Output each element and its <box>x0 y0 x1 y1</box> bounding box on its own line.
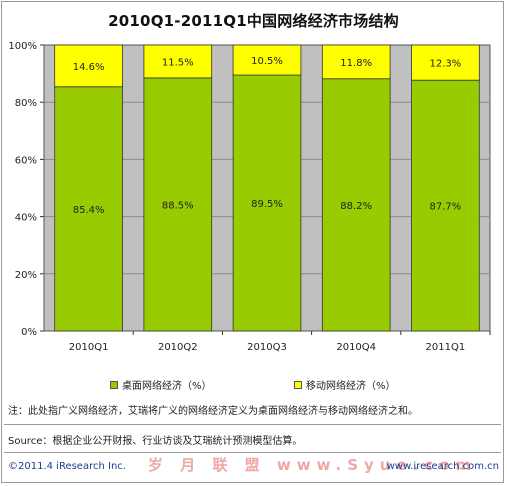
bar-desktop <box>143 77 213 332</box>
data-label: 11.5% <box>162 57 194 68</box>
y-tick-label: 0% <box>21 327 37 338</box>
legend-item-desktop: 桌面网络经济（%） <box>110 377 212 392</box>
copyright: ©2011.4 iResearch Inc. <box>8 461 126 472</box>
x-tick-label: 2010Q2 <box>158 342 198 353</box>
x-tick-label: 2010Q3 <box>247 342 287 353</box>
bar-desktop <box>232 74 302 332</box>
y-tick-label: 100% <box>8 41 37 52</box>
chart-title: 2010Q1-2011Q1中国网络经济市场结构 <box>108 12 399 30</box>
bar-mobile <box>321 44 391 80</box>
bar-desktop <box>411 79 480 332</box>
data-label: 10.5% <box>251 56 283 67</box>
bar-mobile <box>143 44 213 79</box>
source-note: Source：根据企业公开财报、行业访谈及艾瑞统计预测模型估算。 <box>8 436 303 447</box>
bar-mobile <box>411 44 480 81</box>
bar-desktop <box>321 78 391 332</box>
data-label: 87.7% <box>430 202 462 213</box>
x-tick-label: 2010Q1 <box>69 342 109 353</box>
data-label: 12.3% <box>430 59 462 70</box>
y-tick-label: 80% <box>15 98 37 109</box>
y-tick-label: 40% <box>15 213 37 224</box>
data-label: 89.5% <box>251 199 283 210</box>
divider <box>4 424 501 425</box>
data-label: 88.2% <box>340 201 372 212</box>
legend-label-desktop: 桌面网络经济（%） <box>122 381 212 392</box>
bar-mobile <box>232 44 302 76</box>
y-tick-label: 60% <box>15 155 37 166</box>
data-label: 11.8% <box>340 58 372 69</box>
watermark: 岁 月 联 盟 www.Syue.com <box>148 456 478 474</box>
x-tick-label: 2010Q4 <box>336 342 376 353</box>
legend-swatch-mobile <box>294 380 302 389</box>
legend-label-mobile: 移动网络经济（%） <box>306 381 396 392</box>
divider <box>4 452 501 453</box>
y-tick-label: 20% <box>15 270 37 281</box>
website-link[interactable]: www.iresearch.com.cn <box>386 461 499 472</box>
bar-mobile <box>54 44 123 88</box>
data-label: 85.4% <box>73 205 105 216</box>
data-label: 14.6% <box>73 62 105 73</box>
legend-item-mobile: 移动网络经济（%） <box>294 377 396 392</box>
x-tick-label: 2011Q1 <box>426 342 466 353</box>
legend-swatch-desktop <box>110 380 118 389</box>
data-label: 88.5% <box>162 200 194 211</box>
footnote: 注：此处指广义网络经济，艾瑞将广义的网络经济定义为桌面网络经济与移动网络经济之和… <box>8 406 418 417</box>
